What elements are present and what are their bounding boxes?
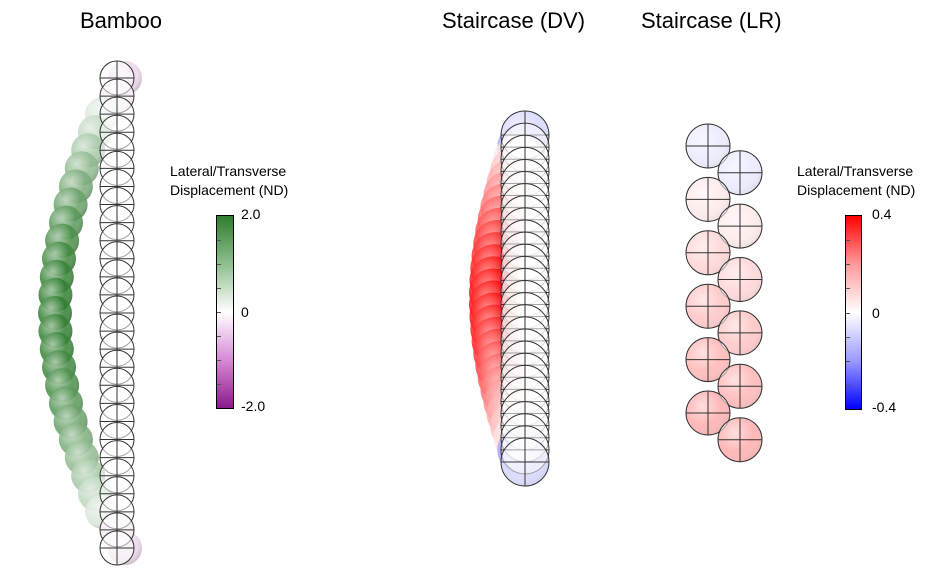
colorbar-tick: [846, 384, 850, 386]
staircase-lr-right-reference-sphere: [717, 417, 763, 463]
colorbar-tick: [846, 360, 850, 362]
colorbar-tick: [846, 288, 850, 290]
left-colorbar: [216, 215, 234, 409]
staircase-lr-right-reference-sphere: [717, 150, 763, 196]
right-colorbar-mid-label: 0: [872, 305, 880, 321]
left-colorbar-min-label: -2.0: [241, 398, 266, 414]
staircase-dv-chain: [469, 110, 550, 487]
staircase-lr-left-reference-sphere: [685, 176, 731, 222]
colorbar-tick: [217, 336, 221, 337]
left-colorbar-label-line2: Displacement (ND): [170, 182, 289, 198]
staircase-lr-right-reference-sphere: [717, 363, 763, 409]
left-colorbar-max-label: 2.0: [241, 206, 261, 222]
staircase-lr-left-reference-sphere: [685, 123, 731, 169]
staircase-lr-left-reference-sphere: [685, 230, 731, 276]
colorbar-tick: [846, 264, 850, 266]
right-colorbar-label: Lateral/Transverse Displacement (ND): [797, 162, 915, 200]
right-colorbar-label-line1: Lateral/Transverse: [797, 163, 914, 179]
staircase-dv-title: Staircase (DV): [442, 8, 586, 33]
staircase-lr-title: Staircase (LR): [641, 8, 782, 33]
bamboo-chain: [38, 60, 142, 566]
staircase-lr-right-reference-sphere: [717, 310, 763, 356]
staircase-dv-reference-sphere: [500, 437, 550, 487]
colorbar-tick: [217, 288, 221, 289]
staircase-lr-right-reference-sphere: [717, 257, 763, 302]
colorbar-tick: [846, 336, 850, 338]
colorbar-tick: [217, 312, 221, 313]
right-colorbar: [845, 215, 862, 410]
colorbar-tick: [217, 384, 221, 385]
right-colorbar-label-line2: Displacement (ND): [797, 182, 916, 198]
right-colorbar-min-label: -0.4: [872, 399, 897, 415]
left-colorbar-mid-label: 0: [241, 304, 249, 320]
colorbar-tick: [217, 264, 221, 265]
colorbar-tick: [217, 240, 221, 241]
colorbar-tick: [846, 312, 850, 314]
left-colorbar-label-line1: Lateral/Transverse: [170, 163, 287, 179]
staircase-lr-chain: [685, 123, 763, 463]
bamboo-title: Bamboo: [80, 8, 162, 33]
colorbar-tick: [217, 360, 221, 361]
staircase-lr-left-reference-sphere: [685, 283, 731, 329]
colorbar-tick: [846, 240, 850, 242]
staircase-lr-right-reference-sphere: [717, 203, 763, 249]
staircase-lr-left-reference-sphere: [685, 337, 731, 383]
left-colorbar-label: Lateral/Transverse Displacement (ND): [170, 162, 288, 200]
bamboo-reference-sphere: [99, 530, 135, 566]
right-colorbar-max-label: 0.4: [872, 206, 892, 222]
staircase-lr-left-reference-sphere: [685, 390, 731, 436]
